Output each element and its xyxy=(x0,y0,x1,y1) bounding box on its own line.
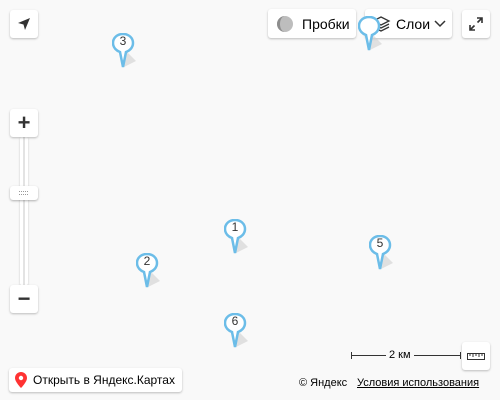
fullscreen-button[interactable] xyxy=(462,10,490,38)
ruler-button[interactable] xyxy=(462,342,490,370)
traffic-button[interactable]: Пробки xyxy=(268,9,356,38)
zoom-in-button[interactable]: + xyxy=(10,109,38,137)
pin-number: 1 xyxy=(231,220,239,234)
open-in-yandex-maps-button[interactable]: Открыть в Яндекс.Картах xyxy=(9,368,182,392)
chevron-down-icon xyxy=(434,19,446,27)
arrow-navigation-icon xyxy=(18,18,30,30)
scale-label: 2 км xyxy=(386,349,414,361)
grip-icon xyxy=(19,191,28,195)
pin-marker-icon xyxy=(111,32,136,68)
open-in-yandex-maps-label: Открыть в Яндекс.Картах xyxy=(33,373,175,387)
copyright-text: © Яндекс xyxy=(299,377,348,389)
map-pin-partial[interactable] xyxy=(357,15,388,60)
pin-marker-icon xyxy=(223,218,248,254)
map-pin[interactable]: 6 xyxy=(223,312,254,357)
zoom-in-label: + xyxy=(17,110,31,135)
map-pin[interactable]: 1 xyxy=(223,218,254,263)
pin-marker-icon xyxy=(357,15,382,51)
pin-number: 3 xyxy=(119,34,127,48)
zoom-slider-thumb[interactable] xyxy=(10,186,38,200)
map-pin-icon xyxy=(15,372,27,388)
ruler-icon xyxy=(467,353,485,360)
pin-number: 5 xyxy=(376,236,384,250)
traffic-circle-icon xyxy=(277,15,293,32)
zoom-out-button[interactable]: − xyxy=(10,285,38,313)
geolocation-button[interactable] xyxy=(10,10,38,38)
zoom-slider-track[interactable] xyxy=(20,136,28,286)
pin-marker-icon xyxy=(135,252,160,288)
zoom-out-label: − xyxy=(17,286,31,311)
pin-number: 2 xyxy=(143,254,151,268)
pin-marker-icon xyxy=(368,234,393,270)
traffic-label: Пробки xyxy=(302,15,350,32)
pin-number: 6 xyxy=(231,314,239,328)
pin-marker-icon xyxy=(223,312,248,348)
expand-arrows-icon xyxy=(469,17,483,31)
map-pin[interactable]: 5 xyxy=(368,234,399,279)
map-pin[interactable]: 2 xyxy=(135,252,166,297)
layers-label: Слои xyxy=(396,15,431,32)
terms-of-use-link[interactable]: Условия использования xyxy=(357,377,480,389)
map-pin[interactable]: 3 xyxy=(111,32,142,77)
